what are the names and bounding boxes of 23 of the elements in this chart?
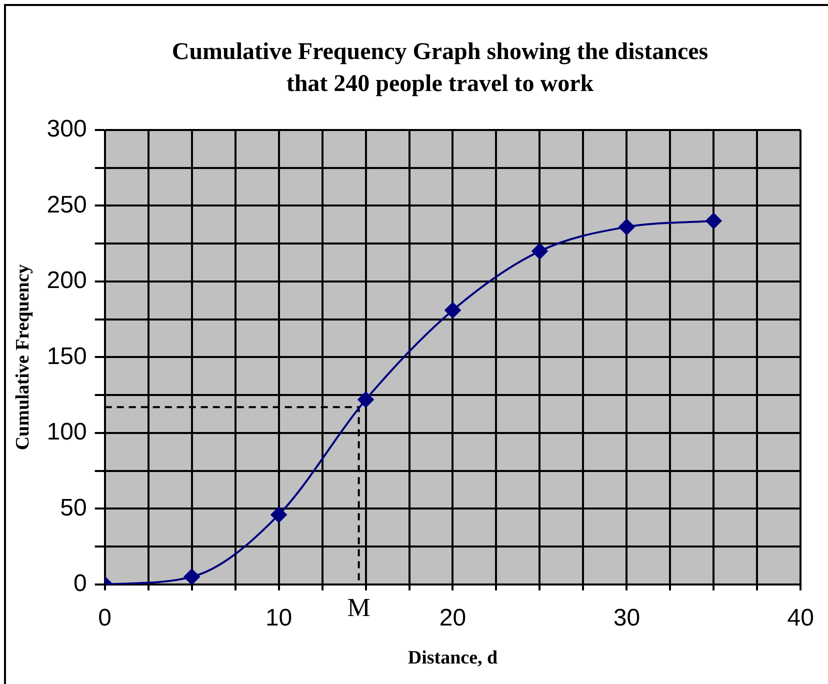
point — [444, 302, 461, 318]
point — [532, 243, 548, 260]
point — [358, 392, 374, 408]
y-tick-label: 100 — [46, 418, 87, 446]
x-tick-label: 40 — [787, 604, 814, 632]
x-axis-title: Distance, d — [408, 648, 498, 669]
y-tick-label: 150 — [46, 342, 87, 370]
y-tick-label: 0 — [73, 570, 87, 598]
point — [618, 218, 635, 235]
y-tick-label: 300 — [46, 116, 87, 143]
y-tick-label: 200 — [46, 267, 87, 294]
y-axis-title: Cumulative Frequency — [12, 264, 34, 450]
y-tick-label: 250 — [46, 191, 87, 218]
point — [706, 212, 722, 229]
x-tick-label: 20 — [439, 604, 466, 632]
annotation: M — [347, 593, 370, 622]
x-tick-label: 10 — [265, 604, 292, 632]
y-tick-label: 50 — [60, 494, 87, 522]
point — [184, 568, 200, 584]
point — [270, 506, 287, 523]
x-tick-label: 0 — [98, 604, 112, 632]
chart-title: Cumulative Frequency Graph showing the distances that 240 people travel to work — [170, 38, 710, 99]
x-tick-label: 30 — [613, 604, 640, 632]
